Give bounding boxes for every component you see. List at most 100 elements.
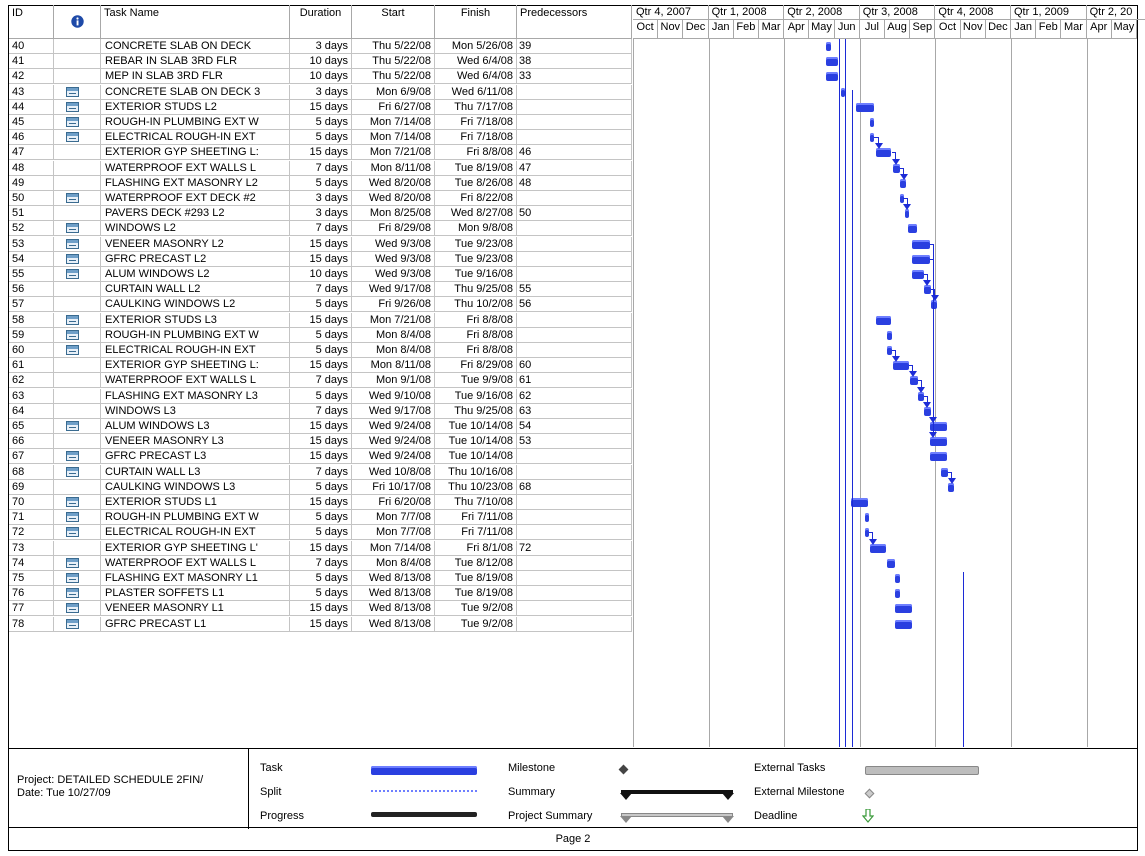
gantt-task-bar[interactable] — [893, 361, 909, 371]
table-row[interactable]: 68 CURTAIN WALL L3 7 days Wed 10/8/08 Thu 10… — [9, 464, 632, 480]
col-header-indicators[interactable] — [54, 5, 101, 39]
task-name-cell[interactable]: WINDOWS L3 — [101, 403, 290, 419]
task-note-icon[interactable] — [66, 193, 79, 203]
gantt-task-bar[interactable] — [841, 87, 846, 97]
gantt-task-bar[interactable] — [929, 437, 947, 447]
col-header-duration[interactable]: Duration — [290, 5, 352, 39]
col-header-id[interactable]: ID — [9, 5, 54, 39]
table-row[interactable]: 66 VENEER MASONRY L3 15 days Wed 9/24/08 Tue… — [9, 434, 632, 450]
col-header-predecessors[interactable]: Predecessors — [517, 5, 632, 39]
task-note-icon[interactable] — [66, 512, 79, 523]
task-name-cell[interactable]: ROUGH-IN PLUMBING EXT W — [101, 510, 290, 526]
gantt-task-bar[interactable] — [894, 589, 901, 599]
task-name-cell[interactable]: WINDOWS L2 — [101, 221, 290, 237]
task-note-icon[interactable] — [66, 101, 79, 112]
task-name-cell[interactable]: CURTAIN WALL L3 — [101, 464, 290, 480]
gantt-task-bar[interactable] — [894, 604, 912, 614]
gantt-task-bar[interactable] — [856, 102, 874, 112]
task-name-cell[interactable]: EXTERIOR GYP SHEETING L: — [101, 358, 290, 374]
task-name-cell[interactable]: ALUM WINDOWS L3 — [101, 419, 290, 434]
task-note-icon[interactable] — [66, 451, 79, 462]
table-row[interactable]: 72 ELECTRICAL ROUGH-IN EXT 5 days Mon 7/7/0… — [9, 525, 632, 541]
task-name-cell[interactable]: WATERPROOF EXT DECK #2 — [101, 191, 290, 206]
task-name-cell[interactable]: GFRC PRECAST L1 — [101, 616, 290, 632]
task-note-icon[interactable] — [66, 223, 79, 234]
table-row[interactable]: 40 CONCRETE SLAB ON DECK 3 days Thu 5/22/08… — [9, 39, 632, 54]
gantt-task-bar[interactable] — [826, 72, 838, 82]
table-row[interactable]: 77 VENEER MASONRY L1 15 days Wed 8/13/08 Tue… — [9, 601, 632, 617]
gantt-task-bar[interactable] — [870, 133, 875, 143]
task-name-cell[interactable]: ROUGH-IN PLUMBING EXT W — [101, 327, 290, 343]
table-row[interactable]: 56 CURTAIN WALL L2 7 days Wed 9/17/08 Thu 9/… — [9, 282, 632, 298]
task-name-cell[interactable]: WATERPROOF EXT WALLS L — [101, 555, 290, 571]
table-row[interactable]: 73 EXTERIOR GYP SHEETING L' 15 days Mon 7/1… — [9, 540, 632, 556]
task-name-cell[interactable]: ELECTRICAL ROUGH-IN EXT — [101, 525, 290, 541]
task-note-icon[interactable] — [66, 132, 79, 143]
table-row[interactable]: 54 GFRC PRECAST L2 15 days Wed 9/3/08 Tue 9/… — [9, 251, 632, 267]
table-row[interactable]: 75 FLASHING EXT MASONRY L1 5 days Wed 8/13/… — [9, 571, 632, 586]
table-row[interactable]: 63 FLASHING EXT MASONRY L3 5 days Wed 9/10/… — [9, 388, 632, 404]
table-row[interactable]: 55 ALUM WINDOWS L2 10 days Wed 9/3/08 Tue 9/… — [9, 267, 632, 282]
task-note-icon[interactable] — [66, 588, 79, 599]
task-name-cell[interactable]: MEP IN SLAB 3RD FLR — [101, 69, 290, 85]
gantt-task-bar[interactable] — [923, 406, 932, 416]
task-note-icon[interactable] — [66, 421, 79, 431]
gantt-task-bar[interactable] — [887, 346, 892, 355]
task-note-icon[interactable] — [66, 557, 79, 568]
gantt-task-bar[interactable] — [907, 224, 917, 234]
gantt-task-bar[interactable] — [826, 57, 838, 67]
gantt-task-bar[interactable] — [894, 619, 912, 629]
task-note-icon[interactable] — [66, 497, 79, 507]
task-name-cell[interactable]: PLASTER SOFFETS L1 — [101, 586, 290, 602]
gantt-task-bar[interactable] — [929, 422, 947, 431]
task-name-cell[interactable]: PAVERS DECK #293 L2 — [101, 206, 290, 222]
task-note-icon[interactable] — [66, 253, 79, 264]
task-name-cell[interactable]: CAULKING WINDOWS L3 — [101, 479, 290, 495]
table-row[interactable]: 76 PLASTER SOFFETS L1 5 days Wed 8/13/08 Tue… — [9, 586, 632, 602]
task-note-icon[interactable] — [66, 314, 79, 325]
col-header-finish[interactable]: Finish — [435, 5, 517, 39]
task-note-icon[interactable] — [66, 618, 79, 629]
gantt-task-bar[interactable] — [864, 513, 869, 523]
gantt-task-bar[interactable] — [911, 254, 930, 264]
table-row[interactable]: 41 REBAR IN SLAB 3RD FLR 10 days Thu 5/22/0… — [9, 54, 632, 70]
table-row[interactable]: 53 VENEER MASONRY L2 15 days Wed 9/3/08 Tue … — [9, 236, 632, 252]
table-row[interactable]: 49 FLASHING EXT MASONRY L2 5 days Wed 8/20/… — [9, 175, 632, 191]
table-row[interactable]: 52 WINDOWS L2 7 days Fri 8/29/08 Mon 9/8/08 — [9, 221, 632, 237]
gantt-task-bar[interactable] — [893, 163, 901, 173]
table-row[interactable]: 57 CAULKING WINDOWS L2 5 days Fri 9/26/08 Th… — [9, 297, 632, 313]
gantt-task-bar[interactable] — [870, 543, 886, 553]
gantt-task-bar[interactable] — [850, 498, 868, 507]
gantt-task-bar[interactable] — [826, 42, 831, 51]
table-row[interactable]: 61 EXTERIOR GYP SHEETING L: 15 days Mon 8/1… — [9, 358, 632, 374]
task-note-icon[interactable] — [66, 329, 79, 340]
table-row[interactable]: 58 EXTERIOR STUDS L3 15 days Mon 7/21/08 Fri… — [9, 312, 632, 328]
task-name-cell[interactable]: CURTAIN WALL L2 — [101, 282, 290, 298]
gantt-task-bar[interactable] — [917, 391, 924, 401]
task-name-cell[interactable]: VENEER MASONRY L1 — [101, 601, 290, 617]
task-name-cell[interactable]: EXTERIOR GYP SHEETING L: — [101, 145, 290, 161]
task-name-cell[interactable]: REBAR IN SLAB 3RD FLR — [101, 54, 290, 70]
gantt-task-bar[interactable] — [876, 315, 892, 325]
task-note-icon[interactable] — [66, 603, 79, 614]
table-row[interactable]: 44 EXTERIOR STUDS L2 15 days Fri 6/27/08 Thu… — [9, 99, 632, 115]
task-name-cell[interactable]: EXTERIOR GYP SHEETING L' — [101, 540, 290, 556]
gantt-task-bar[interactable] — [887, 558, 895, 568]
table-row[interactable]: 51 PAVERS DECK #293 L2 3 days Mon 8/25/08 We… — [9, 206, 632, 222]
task-name-cell[interactable]: ROUGH-IN PLUMBING EXT W — [101, 115, 290, 130]
table-row[interactable]: 50 WATERPROOF EXT DECK #2 3 days Wed 8/20/0… — [9, 191, 632, 206]
gantt-task-bar[interactable] — [910, 376, 918, 386]
table-row[interactable]: 64 WINDOWS L3 7 days Wed 9/17/08 Thu 9/25/08… — [9, 403, 632, 419]
gantt-task-bar[interactable] — [900, 194, 905, 203]
table-row[interactable]: 78 GFRC PRECAST L1 15 days Wed 8/13/08 Tue 9… — [9, 616, 632, 632]
task-name-cell[interactable]: CONCRETE SLAB ON DECK — [101, 39, 290, 54]
table-row[interactable]: 65 ALUM WINDOWS L3 15 days Wed 9/24/08 Tue 1… — [9, 419, 632, 434]
col-header-start[interactable]: Start — [352, 5, 435, 39]
table-row[interactable]: 42 MEP IN SLAB 3RD FLR 10 days Thu 5/22/08 W… — [9, 69, 632, 85]
task-note-icon[interactable] — [66, 345, 79, 355]
